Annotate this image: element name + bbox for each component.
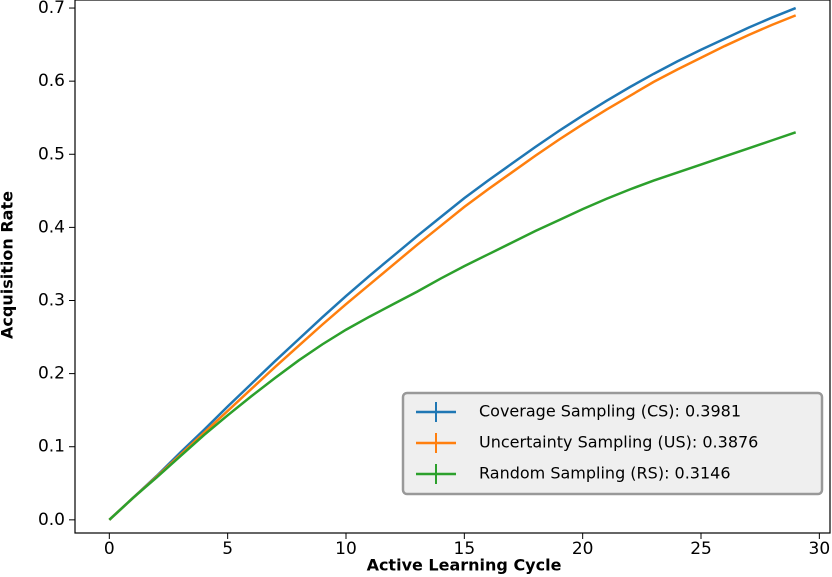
y-tick-label: 0.1: [38, 437, 65, 457]
y-tick-label: 0.3: [38, 290, 65, 310]
x-tick-label: 25: [690, 539, 712, 559]
y-tick-label: 0.0: [38, 510, 65, 530]
line: [108, 14, 797, 521]
y-axis-label: Acquisition Rate: [0, 191, 17, 339]
y-tick-label: 0.6: [38, 71, 65, 91]
y-tick-label: 0.7: [38, 0, 65, 18]
x-tick-label: 15: [454, 539, 476, 559]
legend-label: Uncertainty Sampling (US): 0.3876: [479, 433, 758, 452]
x-axis-label: Active Learning Cycle: [367, 556, 562, 575]
x-tick-label: 0: [104, 539, 115, 559]
x-tick-label: 5: [222, 539, 233, 559]
x-tick-label: 20: [572, 539, 594, 559]
legend-label: Coverage Sampling (CS): 0.3981: [479, 402, 741, 421]
y-tick-label: 0.4: [38, 217, 65, 237]
line: [108, 131, 797, 521]
x-tick-label: 10: [335, 539, 357, 559]
y-tick-label: 0.2: [38, 364, 65, 384]
legend-label: Random Sampling (RS): 0.3146: [479, 464, 731, 483]
plot-frame: [74, 0, 831, 534]
legend: [401, 391, 824, 496]
x-tick-label: 30: [809, 539, 831, 559]
line: [108, 6, 797, 521]
y-tick-label: 0.5: [38, 144, 65, 164]
